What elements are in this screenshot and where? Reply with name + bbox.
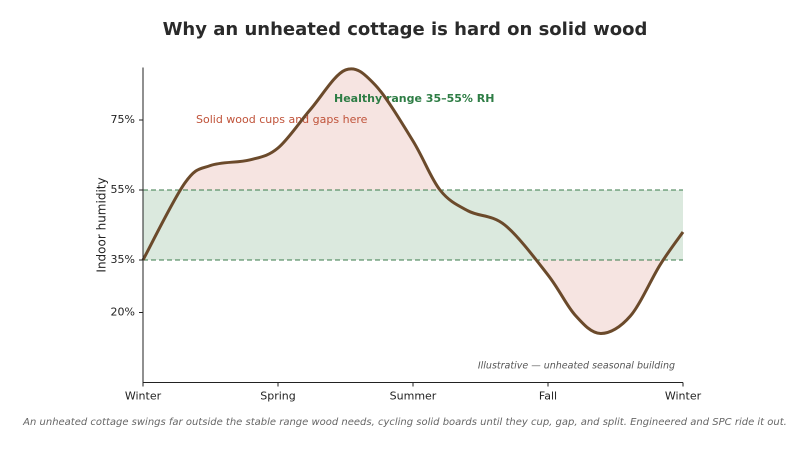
annotation: Solid wood cups and gaps here bbox=[196, 113, 368, 126]
caption: An unheated cottage swings far outside t… bbox=[22, 417, 787, 428]
above-range-fill bbox=[143, 68, 683, 190]
x-tick-label: Winter bbox=[125, 390, 162, 403]
y-tick-label: 35% bbox=[111, 253, 135, 266]
x-tick-label: Spring bbox=[260, 390, 296, 403]
y-tick-label: 75% bbox=[111, 113, 135, 126]
note: Illustrative — unheated seasonal buildin… bbox=[478, 361, 675, 372]
healthy-band bbox=[143, 190, 683, 260]
x-tick-label: Winter bbox=[665, 390, 702, 403]
y-tick-label: 55% bbox=[111, 183, 135, 196]
y-tick-label: 20% bbox=[111, 306, 135, 319]
chart-title: Why an unheated cottage is hard on solid… bbox=[163, 19, 648, 40]
x-tick-label: Fall bbox=[539, 390, 557, 403]
y-axis-label: Indoor humidity bbox=[95, 177, 109, 272]
humidity-line bbox=[141, 67, 685, 336]
below-range-fill bbox=[143, 260, 683, 334]
band-label: Healthy range 35–55% RH bbox=[334, 92, 494, 105]
x-tick-label: Summer bbox=[390, 390, 437, 403]
